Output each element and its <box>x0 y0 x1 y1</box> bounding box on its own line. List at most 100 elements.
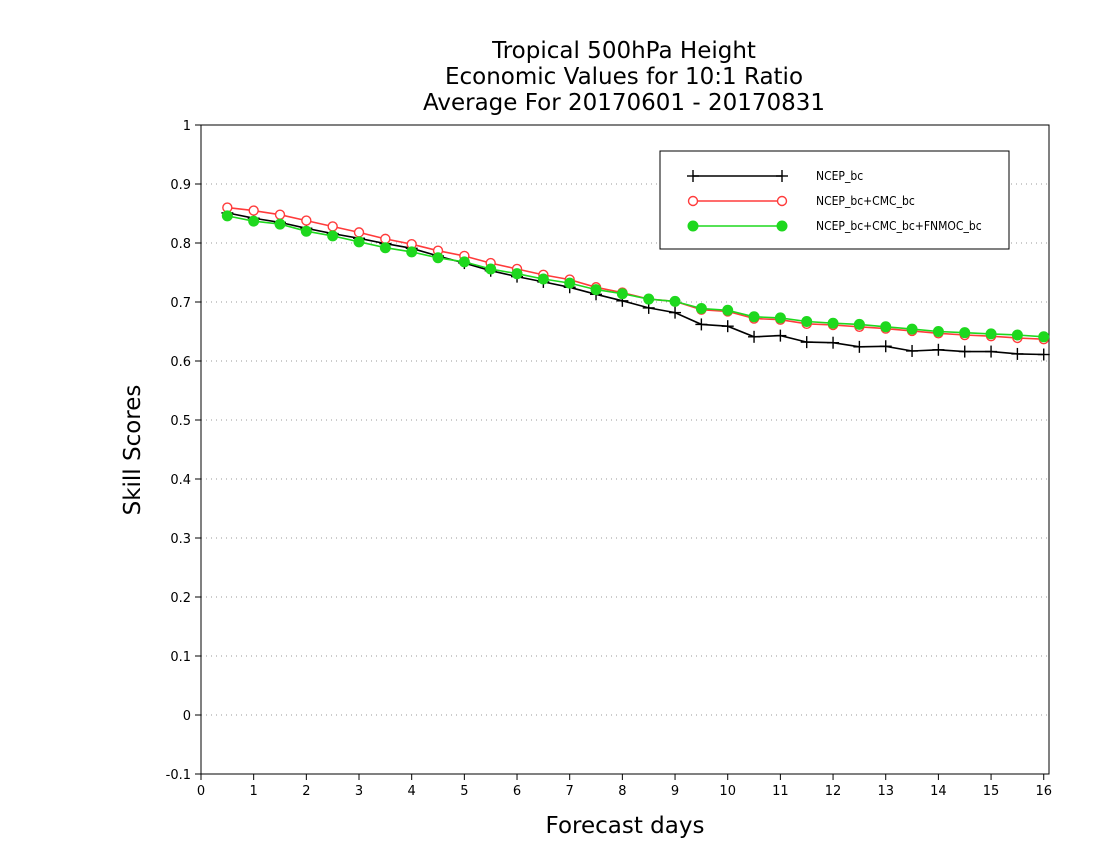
y-tick-label: 0.6 <box>170 355 191 370</box>
x-tick-label: 11 <box>772 784 789 799</box>
data-point <box>827 317 839 329</box>
y-tick-label: 0.3 <box>170 532 191 547</box>
data-point <box>906 344 919 357</box>
data-point <box>669 306 682 319</box>
data-point <box>1037 348 1050 361</box>
legend-item-2: NCEP_bc+CMC_bc+FNMOC_bc <box>687 219 982 233</box>
data-point <box>301 215 312 226</box>
legend-marker <box>776 195 788 207</box>
data-point <box>353 236 365 248</box>
data-point <box>643 293 655 305</box>
chart-title: Tropical 500hPa Height Economic Values f… <box>423 38 825 116</box>
x-tick-label: 2 <box>302 784 310 799</box>
legend: NCEP_bc NCEP_bc+CMC_bc NCEP_bc+CMC_bc+FNMO… <box>659 150 1010 250</box>
series-layer <box>221 202 1050 361</box>
legend-box <box>659 150 1010 250</box>
data-point <box>221 210 233 222</box>
y-tick-label: 0.9 <box>170 178 191 193</box>
x-tick-label: 8 <box>618 784 626 799</box>
x-tick-label: 14 <box>930 784 947 799</box>
x-tick-label: 15 <box>983 784 1000 799</box>
x-tick-label: 6 <box>513 784 521 799</box>
legend-item-1: NCEP_bc+CMC_bc <box>687 194 915 208</box>
data-point <box>774 329 787 342</box>
data-point <box>695 318 708 331</box>
data-point <box>590 284 602 296</box>
legend-marker <box>687 170 699 182</box>
x-tick-label: 1 <box>250 784 258 799</box>
x-tick-label: 7 <box>566 784 574 799</box>
data-point <box>353 227 365 238</box>
data-point <box>721 320 734 333</box>
x-tick-label: 12 <box>825 784 842 799</box>
data-point <box>880 321 892 333</box>
data-point <box>932 343 945 356</box>
legend-label: NCEP_bc <box>816 169 863 183</box>
x-tick-label: 16 <box>1035 784 1052 799</box>
data-point <box>695 302 707 314</box>
series-2 <box>221 210 1050 343</box>
data-point <box>511 268 523 280</box>
data-point <box>248 215 260 227</box>
legend-items: NCEP_bc NCEP_bc+CMC_bc NCEP_bc+CMC_bc+FNMO… <box>687 169 982 233</box>
data-point <box>669 295 681 307</box>
x-tick-label: 0 <box>197 784 205 799</box>
data-point <box>853 340 866 353</box>
data-point <box>800 336 813 349</box>
y-axis-ticks: -0.1 0 0.1 0.2 0.3 0.4 0.5 0.6 0.7 0.8 0.9 1 <box>166 119 201 783</box>
legend-marker <box>776 170 788 182</box>
data-point <box>879 340 892 353</box>
data-point <box>485 263 497 275</box>
x-tick-label: 4 <box>408 784 416 799</box>
data-point <box>274 218 286 230</box>
y-axis-title: Skill Scores <box>120 385 146 516</box>
data-point <box>774 312 786 324</box>
data-point <box>327 230 339 242</box>
x-tick-label: 3 <box>355 784 363 799</box>
y-tick-label: 0.5 <box>170 414 191 429</box>
legend-item-0: NCEP_bc <box>687 169 863 183</box>
y-tick-label: 0.2 <box>170 591 191 606</box>
legend-label: NCEP_bc+CMC_bc+FNMOC_bc <box>816 219 982 233</box>
data-point <box>985 345 998 358</box>
data-point <box>406 246 418 258</box>
data-point <box>958 345 971 358</box>
data-point <box>248 205 259 216</box>
plot-frame <box>200 124 1050 775</box>
x-tick-label: 5 <box>460 784 468 799</box>
legend-marker <box>776 220 788 232</box>
y-tick-label: 0.8 <box>170 237 191 252</box>
data-point <box>458 256 470 268</box>
data-point <box>274 209 286 220</box>
data-point <box>537 273 549 285</box>
data-point <box>801 315 813 327</box>
data-point <box>616 288 628 300</box>
data-point <box>853 318 865 330</box>
data-point <box>380 233 391 245</box>
data-point <box>327 221 338 232</box>
title-line-1: Tropical 500hPa Height <box>491 38 756 64</box>
data-point <box>379 242 391 254</box>
data-point <box>1038 331 1050 343</box>
data-point <box>748 330 761 343</box>
title-line-3: Average For 20170601 - 20170831 <box>423 90 825 116</box>
x-tick-label: 10 <box>719 784 736 799</box>
x-axis-ticks: 0 1 2 3 4 5 6 7 8 9 10 11 12 13 14 15 16 <box>197 774 1052 799</box>
x-axis-title: Forecast days <box>546 813 705 839</box>
gridlines <box>201 183 1049 716</box>
title-line-2: Economic Values for 10:1 Ratio <box>445 64 803 90</box>
y-tick-label: -0.1 <box>166 768 191 783</box>
data-point <box>432 252 444 264</box>
y-tick-label: 0 <box>183 709 191 724</box>
data-point <box>827 336 840 349</box>
data-point <box>1011 347 1024 360</box>
x-tick-label: 9 <box>671 784 679 799</box>
y-tick-label: 0.4 <box>170 473 191 488</box>
data-point <box>932 326 944 337</box>
legend-marker <box>687 195 699 207</box>
data-point <box>722 304 734 316</box>
y-tick-label: 0.7 <box>170 296 191 311</box>
legend-marker <box>687 220 699 232</box>
y-tick-label: 0.1 <box>170 650 191 665</box>
